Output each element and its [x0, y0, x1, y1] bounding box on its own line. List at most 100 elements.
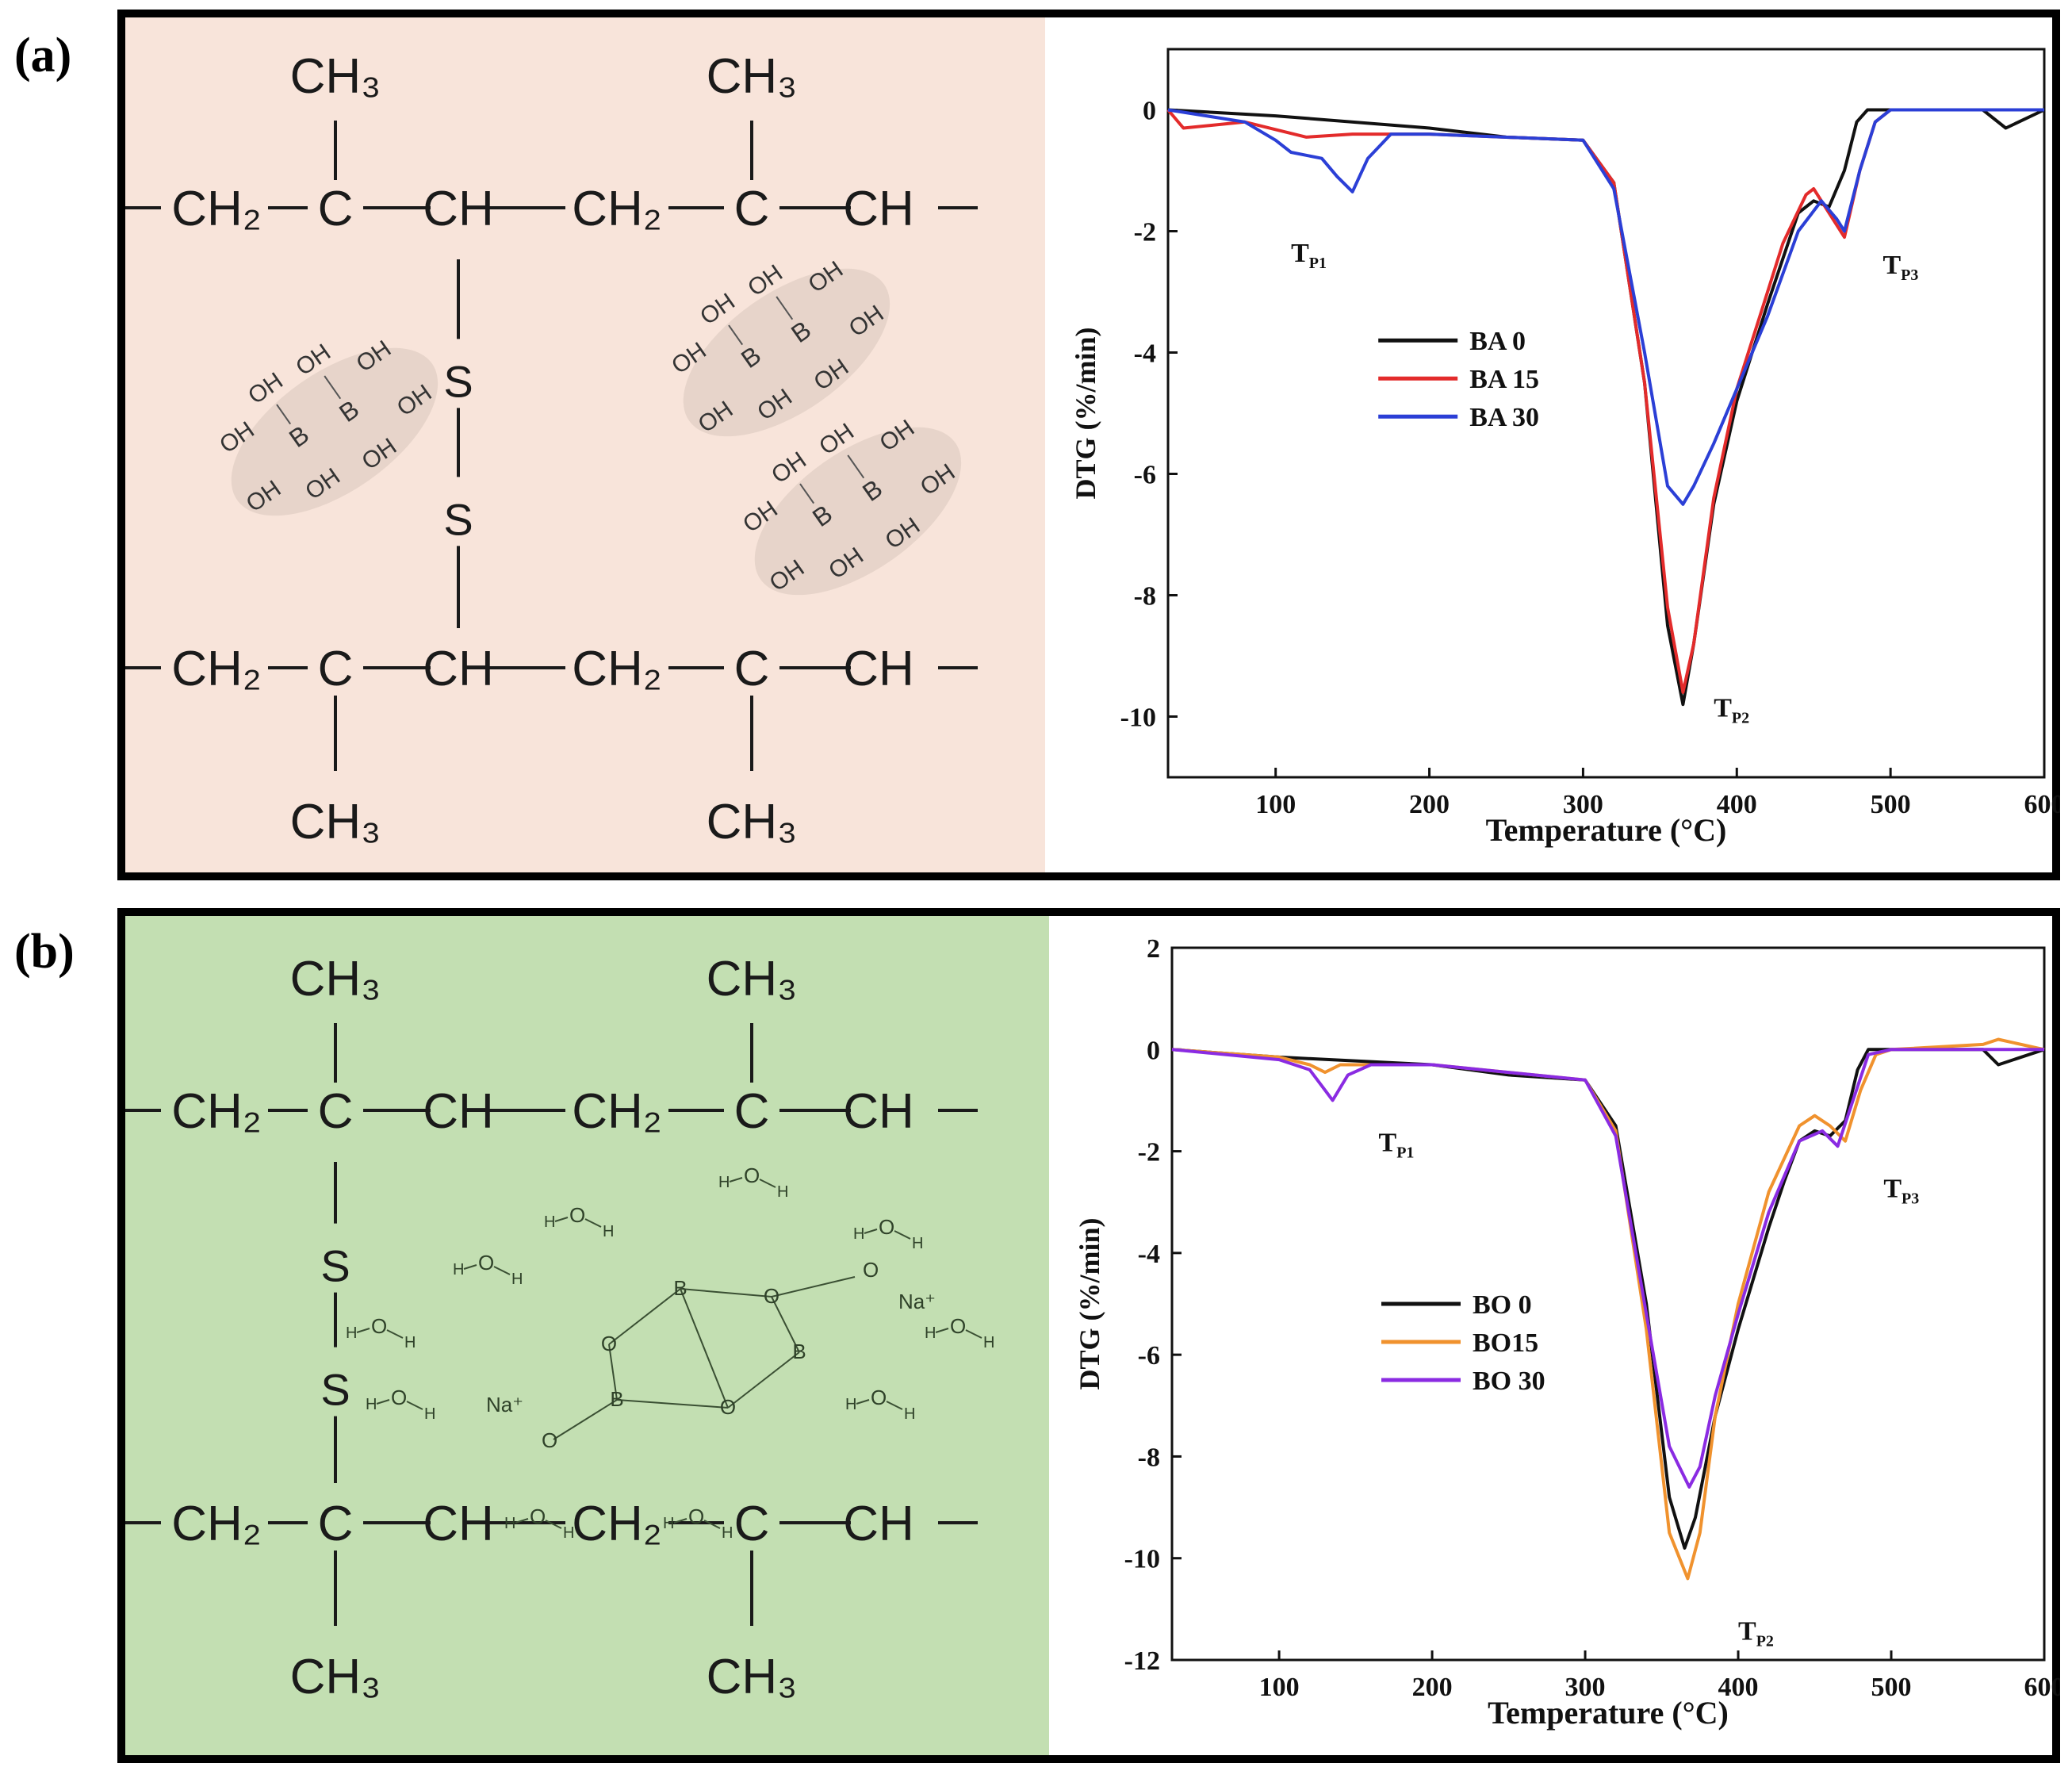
svg-text:H: H	[845, 1396, 856, 1413]
methyl-top: CH₃	[290, 952, 381, 1006]
svg-text:O: O	[950, 1314, 966, 1338]
b-peak-annotation: TP2	[1738, 1616, 1774, 1650]
panel-b-chemical-structure: CH₂ C CH CH₂ C CH CH₂ C CH CH₂ C CH CH₃ CH₃ CH₃ CH₃ S S B O…	[125, 916, 1049, 1755]
svg-text:O: O	[530, 1505, 546, 1528]
top-chain-atom: C	[318, 182, 354, 236]
a-legend-label: BA 15	[1469, 365, 1539, 394]
methyl-top: CH₃	[707, 952, 798, 1006]
b-y-tick-label: -2	[1138, 1138, 1160, 1167]
svg-text:H: H	[504, 1515, 515, 1532]
svg-text:H: H	[912, 1235, 923, 1252]
bottom-chain-atom: CH	[843, 1497, 914, 1551]
a-y-tick-label: -6	[1134, 461, 1156, 490]
bottom-chain-atom: C	[318, 642, 354, 696]
svg-text:H: H	[563, 1524, 574, 1542]
borax-cluster: B O B O B O O Na⁺ O Na⁺	[486, 1258, 936, 1452]
b-legend-label: BO 30	[1473, 1367, 1545, 1396]
b-y-tick-label: 2	[1147, 934, 1160, 964]
b-x-tick-label: 500	[1871, 1673, 1912, 1702]
b-x-tick-label: 600	[2024, 1673, 2061, 1702]
a-y-tick-label: -8	[1134, 582, 1156, 611]
bottom-chain-atom: CH₂	[171, 642, 262, 696]
top-chain-atom: C	[734, 1084, 770, 1139]
bottom-chain-atom: C	[734, 1497, 770, 1551]
a-y-axis-title: DTG (%/min)	[1070, 327, 1101, 499]
water-molecule: H OH	[346, 1314, 416, 1351]
a-legend-label: BA 0	[1469, 327, 1526, 356]
methyl-bottom: CH₃	[290, 795, 381, 849]
svg-text:H: H	[404, 1334, 416, 1351]
b-x-axis-title: Temperature (°C)	[1488, 1695, 1729, 1731]
b-y-tick-label: -8	[1138, 1443, 1160, 1472]
svg-text:H: H	[544, 1213, 555, 1231]
a-y-tick-label: -10	[1120, 703, 1156, 733]
water-molecule: H OH	[718, 1163, 788, 1201]
boron-atom: B	[673, 1276, 687, 1300]
svg-text:H: H	[663, 1515, 674, 1532]
bottom-chain-atom: C	[318, 1497, 354, 1551]
boron-atom: B	[610, 1387, 623, 1411]
a-x-tick-label: 300	[1563, 790, 1603, 819]
bottom-chain-atom: CH	[423, 1497, 494, 1551]
water-molecule: H OH	[544, 1203, 614, 1240]
svg-text:H: H	[603, 1223, 614, 1240]
water-molecule: H OH	[663, 1505, 733, 1542]
a-legend-label: BA 30	[1469, 403, 1539, 432]
svg-text:H: H	[718, 1174, 730, 1191]
boron-atom: B	[792, 1340, 806, 1363]
oxygen-atom: O	[542, 1428, 557, 1452]
svg-text:H: H	[853, 1225, 864, 1243]
b-peak-annotation: TP3	[1883, 1174, 1919, 1207]
a-x-tick-label: 100	[1255, 790, 1296, 819]
a-x-tick-label: 600	[2024, 790, 2061, 819]
a-y-tick-label: -2	[1134, 218, 1156, 247]
a-x-tick-label: 400	[1717, 790, 1757, 819]
panel-b-label: (b)	[14, 925, 75, 979]
svg-text:H: H	[722, 1524, 733, 1542]
panel-a-chemical-structure: CH₂ C CH CH₂ C CH CH₂ C CH CH₂ C CH CH₃ CH₃ CH₃ CH₃ S S B B…	[125, 17, 1045, 872]
svg-text:O: O	[478, 1251, 494, 1275]
svg-text:H: H	[777, 1183, 788, 1201]
a-y-tick-label: 0	[1143, 97, 1156, 126]
svg-text:H: H	[925, 1324, 936, 1342]
b-series-line-1	[1171, 1037, 2045, 1581]
b-x-tick-label: 200	[1412, 1673, 1453, 1702]
top-chain-atom: CH	[843, 182, 914, 236]
oxygen-atom: O	[720, 1395, 736, 1419]
svg-text:O: O	[871, 1386, 887, 1409]
water-molecule: H OH	[504, 1505, 574, 1542]
sodium-ion: Na⁺	[898, 1290, 936, 1313]
svg-text:O: O	[569, 1203, 585, 1227]
a-peak-annotation: TP1	[1291, 239, 1327, 272]
svg-text:H: H	[983, 1334, 994, 1351]
b-peak-annotation: TP1	[1379, 1129, 1415, 1162]
b-y-axis-title: DTG (%/min)	[1074, 1217, 1105, 1390]
bottom-chain-atom: C	[734, 642, 770, 696]
water-molecule: H OH	[925, 1314, 994, 1351]
svg-text:H: H	[346, 1324, 357, 1342]
b-x-tick-label: 400	[1718, 1673, 1759, 1702]
methyl-top: CH₃	[290, 49, 381, 104]
b-series-line-2	[1171, 1048, 2044, 1489]
sulfur-atom-2: S	[320, 1365, 350, 1415]
a-y-tick-label: -4	[1134, 339, 1156, 369]
a-series-line-1	[1166, 108, 2044, 694]
bottom-chain-atom: CH	[843, 642, 914, 696]
sulfur-atom-2: S	[443, 494, 473, 544]
panel-a-dtg-chart: 100 200 300 400 500 600 0 -2 -4 -6 -8 -10 Temperatur…	[1049, 17, 2060, 872]
water-molecule: H OH	[366, 1386, 435, 1423]
a-x-axis-title: Temperature (°C)	[1486, 812, 1727, 848]
svg-text:O: O	[371, 1314, 387, 1338]
water-molecule: H OH	[853, 1215, 923, 1252]
panel-b-dtg-chart: 100 200 300 400 500 600 2 0 -2 -4 -6 -8 -10 -12 Temper…	[1053, 916, 2060, 1755]
top-chain-atom: CH	[843, 1084, 914, 1139]
a-x-tick-label: 500	[1871, 790, 1911, 819]
top-chain-atom: CH₂	[572, 1084, 662, 1139]
b-plot-frame	[1170, 946, 2046, 1662]
water-molecule: H OH	[845, 1386, 915, 1423]
oxygen-atom: O	[863, 1258, 879, 1282]
svg-text:H: H	[424, 1405, 435, 1423]
svg-text:H: H	[366, 1396, 377, 1413]
